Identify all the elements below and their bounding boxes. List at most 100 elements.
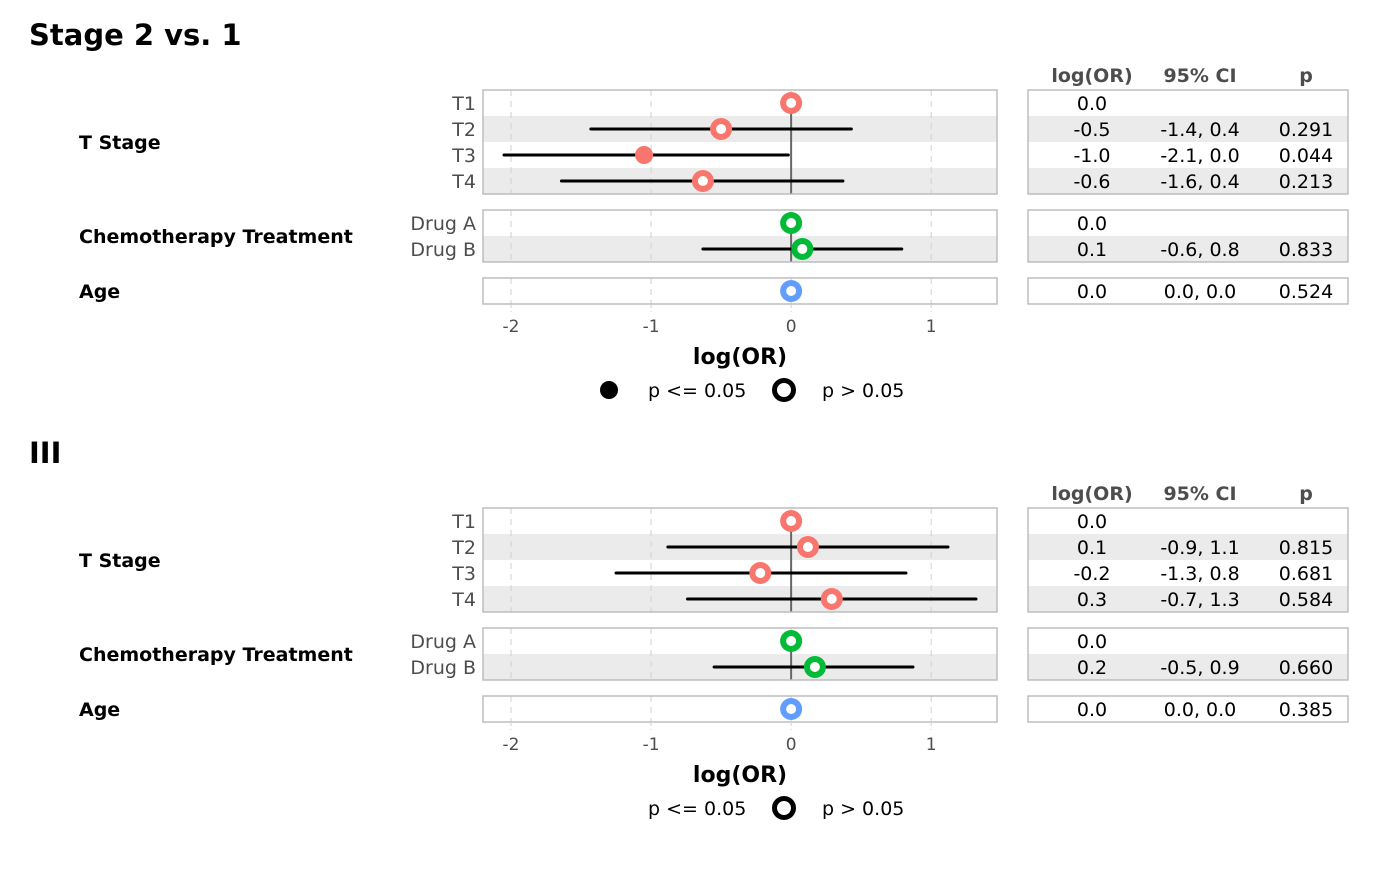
x-tick-label: 1 (926, 317, 937, 337)
point-center (809, 662, 820, 672)
x-tick-label: -1 (643, 735, 660, 755)
table-header: 95% CI (1163, 483, 1236, 505)
table-panel-border (1027, 89, 1349, 195)
point-center (697, 176, 708, 186)
point-center (716, 124, 727, 134)
table-p: 0.833 (1279, 239, 1333, 261)
row-stripe (1028, 168, 1348, 194)
table-logor: 0.0 (1077, 93, 1107, 115)
table-p: 0.584 (1279, 589, 1333, 611)
table-ci: -1.4, 0.4 (1160, 119, 1239, 141)
table-panel-border (1027, 209, 1349, 263)
table-header: log(OR) (1051, 65, 1132, 87)
legend-label-significant: p <= 0.05 (648, 798, 746, 820)
table-ci: -2.1, 0.0 (1160, 145, 1239, 167)
table-p: 0.044 (1279, 145, 1333, 167)
table-header: 95% CI (1163, 65, 1236, 87)
table-logor: 0.3 (1077, 589, 1107, 611)
row-label: Drug B (410, 239, 476, 261)
point-center (786, 286, 797, 296)
legend-label-significant: p <= 0.05 (648, 380, 746, 402)
group-chemotherapy-treatment: Chemotherapy Treatment Drug A 0.0 Drug B 0.1… (79, 209, 1349, 263)
table-logor: 0.0 (1077, 511, 1107, 533)
table-logor: 0.0 (1077, 213, 1107, 235)
row-label: T1 (451, 511, 476, 533)
group-t-stage: T Stage T1 0.0 T2 0.1 -0.9, 1.1 0.815 T3 -0.2 -1.… (79, 507, 1349, 613)
table-ci: -0.6, 0.8 (1160, 239, 1239, 261)
x-tick-label: 0 (786, 317, 797, 337)
group-label: T Stage (79, 550, 161, 572)
table-logor: 0.0 (1077, 631, 1107, 653)
point-center (755, 568, 766, 578)
table-logor: 0.2 (1077, 657, 1107, 679)
table-logor: 0.0 (1077, 699, 1107, 721)
table-p: 0.815 (1279, 537, 1333, 559)
row-stripe (1028, 236, 1348, 262)
table-p: 0.291 (1279, 119, 1333, 141)
forest-plot-0: Stage 2 vs. 1 log(OR) 95% CI p T Stage T1 0.0 T… (29, 18, 1349, 402)
table-logor: -0.6 (1073, 171, 1110, 193)
group-label: Chemotherapy Treatment (79, 226, 353, 248)
table-p: 0.681 (1279, 563, 1333, 585)
x-axis-label: log(OR) (693, 345, 787, 370)
table-panel-border (1027, 277, 1349, 305)
row-label: T4 (451, 171, 476, 193)
row-label: T1 (451, 93, 476, 115)
x-tick-label: 0 (786, 735, 797, 755)
plot-panel-border (482, 89, 998, 195)
group-label: Chemotherapy Treatment (79, 644, 353, 666)
point-center (802, 542, 813, 552)
group-label: Age (79, 699, 120, 721)
row-label: Drug A (410, 213, 476, 235)
plot-panel-border (482, 507, 998, 613)
table-ci: -1.6, 0.4 (1160, 171, 1239, 193)
group-label: Age (79, 281, 120, 303)
table-ci: 0.0, 0.0 (1164, 699, 1237, 721)
table-panel-border (1027, 695, 1349, 723)
group-age: Age 0.0 0.0, 0.0 0.385 (79, 695, 1349, 723)
legend-hollow-marker (772, 378, 796, 402)
group-label: T Stage (79, 132, 161, 154)
point-center (786, 218, 797, 228)
table-logor: -0.2 (1073, 563, 1110, 585)
x-tick-label: 1 (926, 735, 937, 755)
table-header: p (1299, 65, 1313, 87)
table-p: 0.524 (1279, 281, 1333, 303)
x-axis-label: log(OR) (693, 763, 787, 788)
row-label: T3 (451, 563, 476, 585)
legend-label-nonsignificant: p > 0.05 (822, 380, 904, 402)
row-label: T2 (451, 537, 476, 559)
table-header: p (1299, 483, 1313, 505)
point-significant (635, 146, 654, 164)
plot-panel (483, 696, 997, 722)
x-tick-label: -1 (643, 317, 660, 337)
table-logor: 0.1 (1077, 537, 1107, 559)
table-ci: -0.9, 1.1 (1160, 537, 1239, 559)
row-stripe (1028, 586, 1348, 612)
point-center (786, 636, 797, 646)
table-logor: -1.0 (1073, 145, 1110, 167)
row-stripe (1028, 534, 1348, 560)
row-label: T3 (451, 145, 476, 167)
plot-title: III (29, 436, 61, 470)
plot-panel-border (482, 277, 998, 305)
plot-panel-border (482, 695, 998, 723)
row-label: Drug A (410, 631, 476, 653)
row-label: T4 (451, 589, 476, 611)
plot-title: Stage 2 vs. 1 (29, 18, 242, 52)
table-logor: -0.5 (1073, 119, 1110, 141)
group-chemotherapy-treatment: Chemotherapy Treatment Drug A 0.0 Drug B 0.2… (79, 627, 1349, 681)
table-ci: -0.5, 0.9 (1160, 657, 1239, 679)
row-stripe (1028, 116, 1348, 142)
point-center (786, 704, 797, 714)
x-tick-label: -2 (503, 317, 520, 337)
legend-label-nonsignificant: p > 0.05 (822, 798, 904, 820)
point-center (786, 516, 797, 526)
table-ci: 0.0, 0.0 (1164, 281, 1237, 303)
row-label: Drug B (410, 657, 476, 679)
legend-filled-marker (600, 381, 618, 399)
x-tick-label: -2 (503, 735, 520, 755)
point-center (826, 594, 837, 604)
forest-plot-1: III log(OR) 95% CI p T Stage T1 0.0 T2 0.1 -0.9, … (29, 436, 1349, 820)
